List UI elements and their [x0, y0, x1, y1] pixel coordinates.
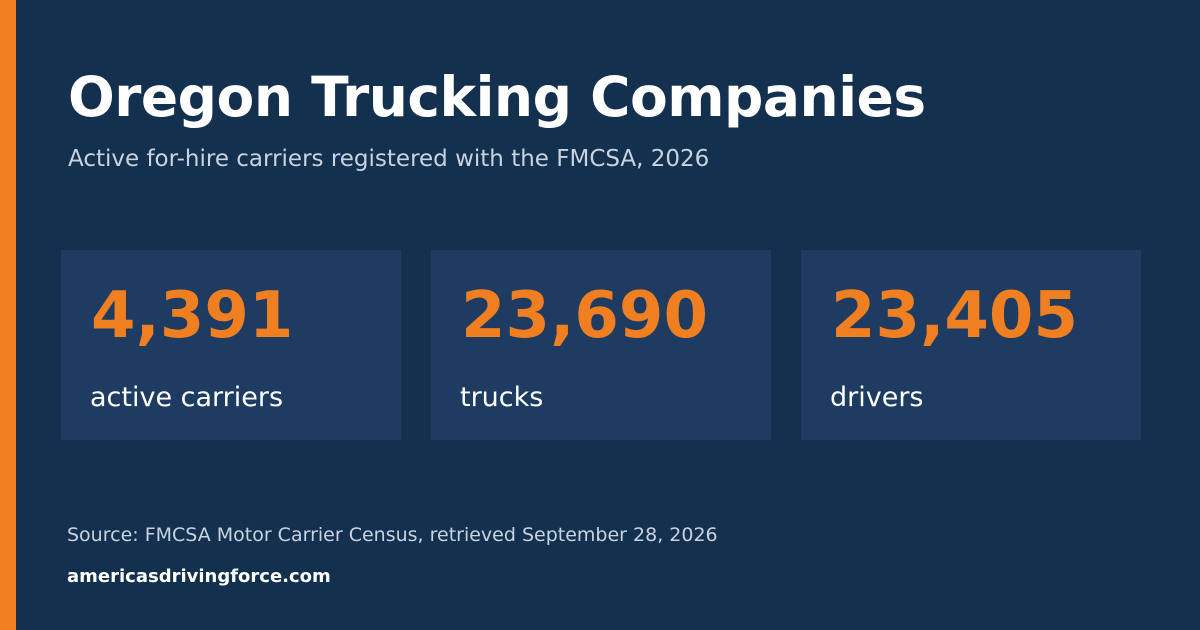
accent-bar — [0, 0, 16, 630]
stat-card-drivers: 23,405 drivers — [801, 250, 1141, 440]
stat-value: 4,391 — [91, 279, 294, 353]
source-note: Source: FMCSA Motor Carrier Census, retr… — [67, 524, 718, 546]
page-subtitle: Active for-hire carriers registered with… — [68, 146, 710, 172]
site-name: americasdrivingforce.com — [67, 566, 331, 587]
stat-value: 23,690 — [461, 279, 708, 353]
stat-value: 23,405 — [831, 279, 1078, 353]
stat-card-carriers: 4,391 active carriers — [61, 250, 401, 440]
stat-label: drivers — [830, 382, 924, 413]
page-title: Oregon Trucking Companies — [68, 65, 926, 129]
stats-row: 4,391 active carriers 23,690 trucks 23,4… — [61, 250, 1141, 440]
stat-label: active carriers — [90, 382, 284, 413]
stat-label: trucks — [460, 382, 544, 413]
stat-card-trucks: 23,690 trucks — [431, 250, 771, 440]
